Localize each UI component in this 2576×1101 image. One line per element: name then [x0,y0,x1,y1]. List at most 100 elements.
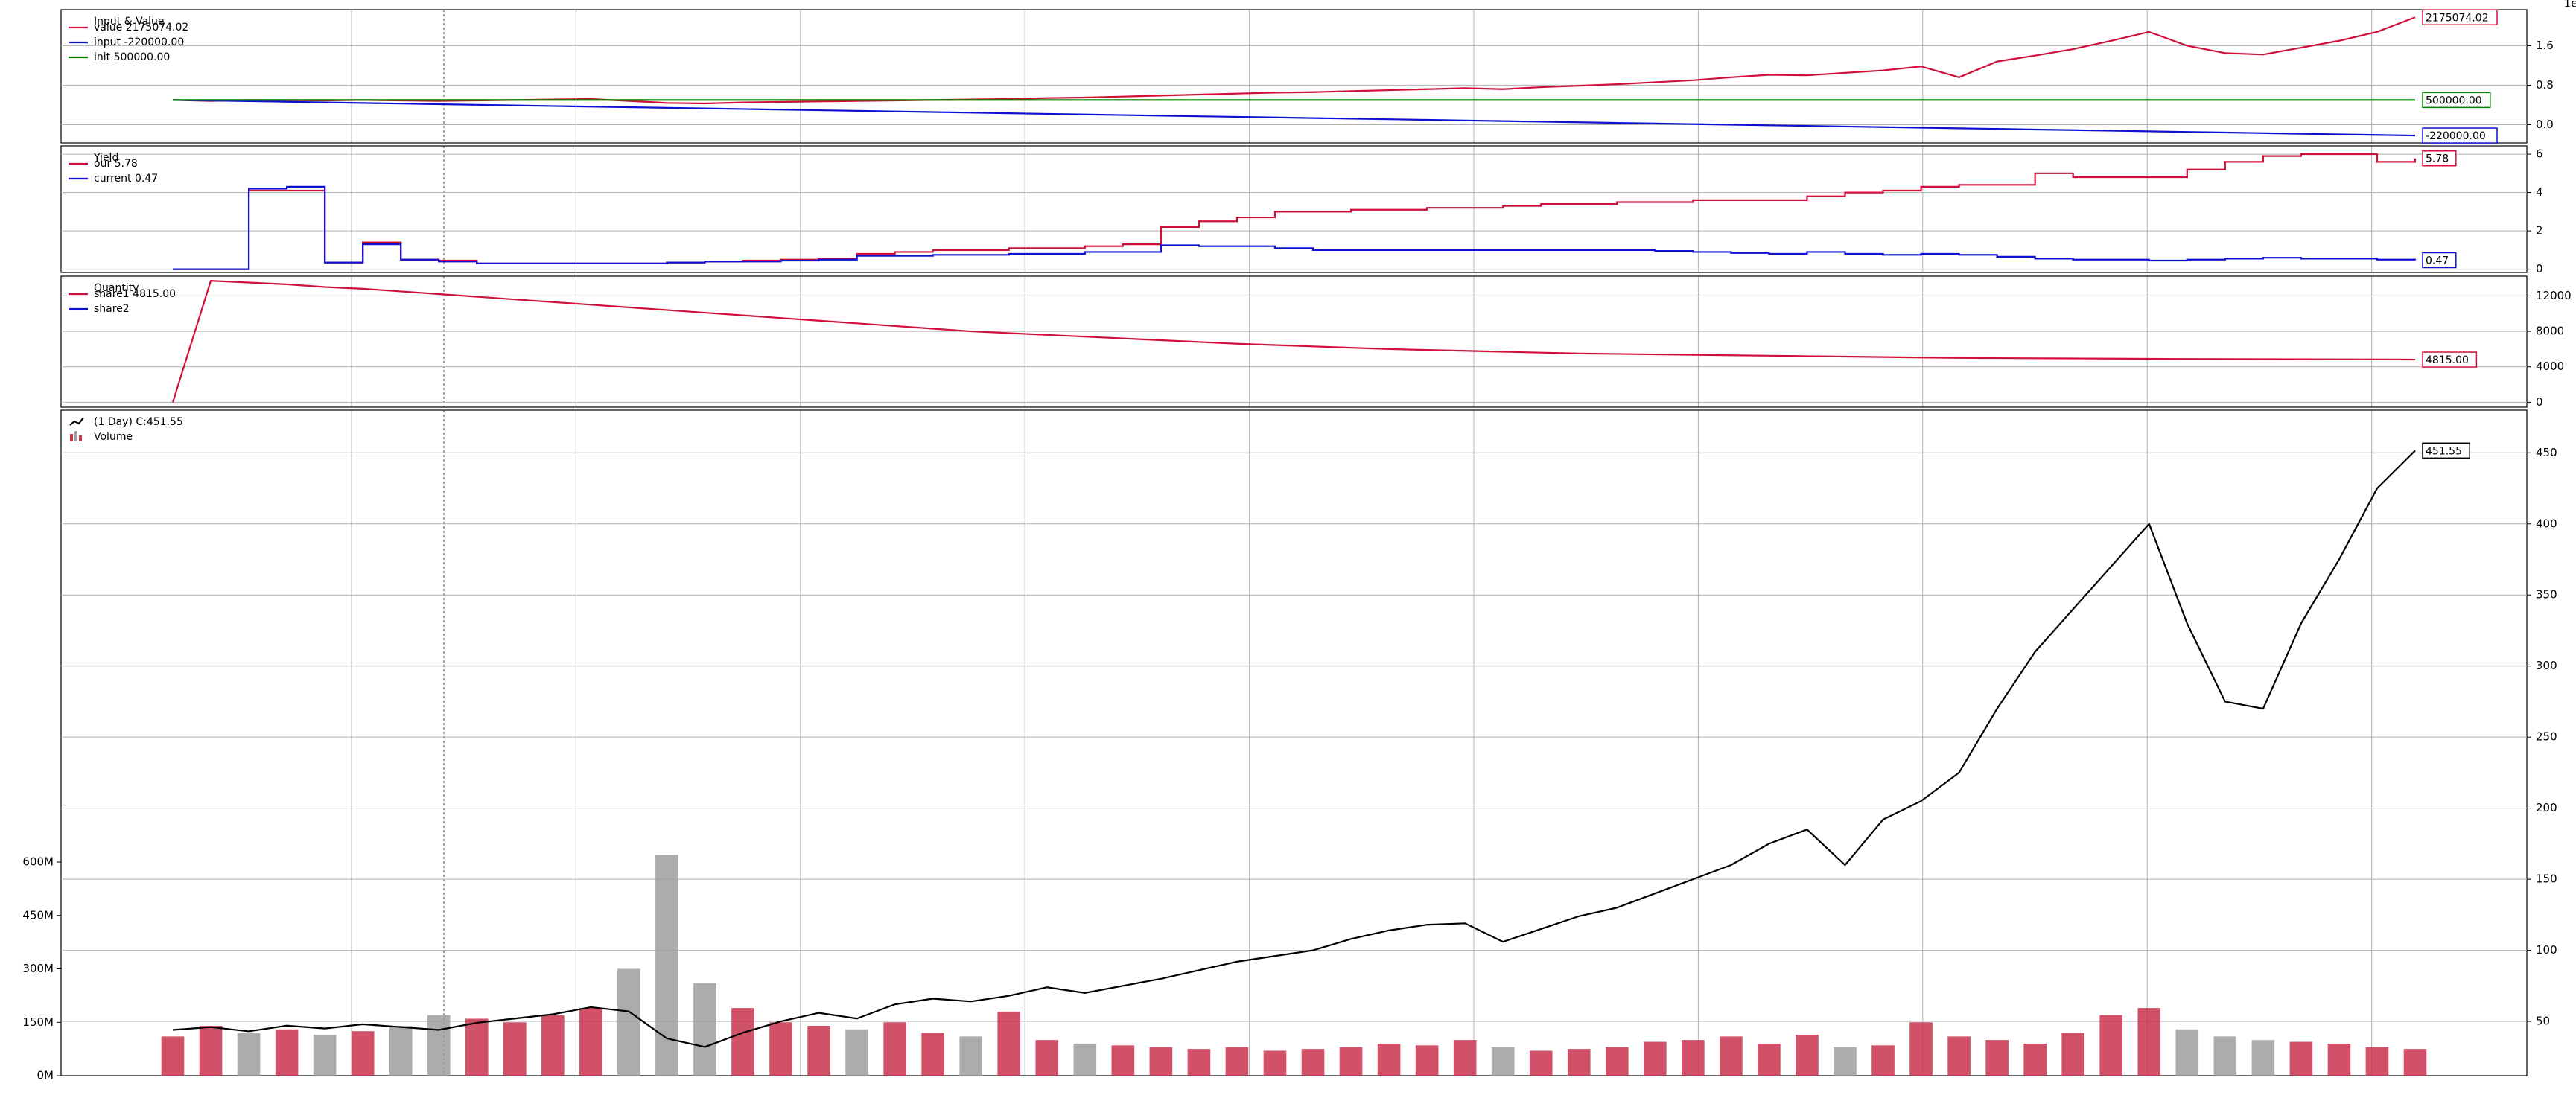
volume-bar [2137,1008,2161,1076]
y2-tick-label: 0M [37,1069,54,1082]
legend-label: value 2175074.02 [94,22,188,33]
volume-bar [1529,1050,1553,1076]
y-tick-label: 0.0 [2536,118,2554,131]
volume-bar [1225,1047,1249,1076]
end-label: -220000.00 [2426,130,2486,142]
legend-swatch [79,435,82,441]
y-tick-label: 6 [2536,147,2543,161]
series-line [172,450,2416,1048]
series-line [173,185,2417,270]
legend-label: share2 [94,303,130,315]
volume-bar [503,1022,527,1076]
panel-frame [60,9,2528,144]
volume-bar [1834,1047,1857,1076]
volume-bar [1871,1045,1895,1076]
legend-swatch [69,417,84,426]
series-line [171,279,2416,403]
y-tick-label: 4 [2536,185,2543,199]
legend-label: input -220000.00 [94,36,184,48]
volume-bar [237,1033,261,1076]
volume-bar [2403,1049,2427,1076]
volume-bar [1073,1043,1097,1076]
end-label-box [2422,442,2470,459]
y-tick-label: 200 [2536,801,2557,814]
volume-bar [1985,1040,2009,1076]
volume-bar [1909,1022,1933,1076]
volume-bar [351,1031,375,1076]
end-label: 500000.00 [2426,95,2482,106]
volume-bar [427,1015,451,1076]
volume-bar [769,1022,792,1076]
legend-label: (1 Day) C:451.55 [94,416,183,428]
legend-swatch [74,431,77,441]
legend-label: Volume [94,431,133,443]
volume-bar [1377,1043,1401,1076]
end-label-box [2422,9,2498,26]
y2-tick-label: 150M [22,1015,54,1029]
volume-bar [1339,1047,1363,1076]
volume-bar [1415,1045,1439,1076]
y-tick-label: 400 [2536,517,2557,530]
legend-label: init 500000.00 [94,51,170,63]
y-tick-label: 0.8 [2536,78,2554,92]
volume-bar [845,1029,868,1076]
volume-bar [161,1036,185,1076]
y-tick-label: 4000 [2536,360,2564,373]
end-label: 4815.00 [2426,354,2469,366]
legend-title: Input & Value [94,16,165,28]
legend-label: current 0.47 [94,173,158,185]
volume-bar [1567,1049,1591,1076]
y-tick-label: 0 [2536,395,2543,409]
legend-label: our 5.78 [94,158,138,170]
volume-bar [807,1026,830,1076]
series-line [172,99,2416,137]
volume-bar [541,1015,565,1076]
volume-bar [1491,1047,1515,1076]
legend-label: share1 4815.00 [94,288,176,300]
y-tick-label: 12000 [2536,289,2572,302]
volume-bar [2289,1041,2313,1076]
y-offset-label: 1e6 [2564,0,2576,10]
volume-bar [1301,1049,1325,1076]
y-tick-label: 0 [2536,262,2543,275]
volume-bar [1453,1040,1477,1076]
end-label-box [2422,252,2457,269]
volume-bar [2099,1015,2123,1076]
volume-bar [731,1008,754,1076]
end-label: 451.55 [2426,445,2462,457]
volume-bar [1720,1036,1743,1076]
y-tick-label: 1.6 [2536,39,2554,52]
volume-bar [1644,1041,1667,1076]
volume-bar [1682,1040,1705,1076]
end-label-box [2422,150,2457,167]
volume-bar [617,968,640,1076]
end-label: 2175074.02 [2426,12,2489,24]
panel-frame [60,409,2528,1076]
volume-bar [1263,1050,1287,1076]
y-tick-label: 150 [2536,872,2557,886]
volume-bar [883,1022,906,1076]
volume-bar [313,1034,337,1076]
y-tick-label: 100 [2536,943,2557,957]
volume-bar [655,855,678,1076]
volume-bar [2327,1043,2351,1076]
series-line [173,153,2417,270]
y2-tick-label: 450M [22,908,54,922]
y-tick-label: 350 [2536,588,2557,601]
y2-tick-label: 300M [22,962,54,975]
volume-bar [1605,1047,1629,1076]
y-tick-label: 50 [2536,1015,2550,1028]
volume-bar [2175,1029,2199,1076]
volume-bar [1758,1043,1781,1076]
volume-bar [959,1036,983,1076]
volume-bar [997,1011,1021,1076]
panel-frame [60,275,2528,408]
legend-swatch [70,434,73,441]
volume-bar [275,1029,299,1076]
legend-title: Yield [93,152,118,164]
y-tick-label: 300 [2536,659,2557,672]
volume-bar [389,1026,413,1076]
volume-bar [2251,1040,2275,1076]
volume-bar [1796,1034,1819,1076]
